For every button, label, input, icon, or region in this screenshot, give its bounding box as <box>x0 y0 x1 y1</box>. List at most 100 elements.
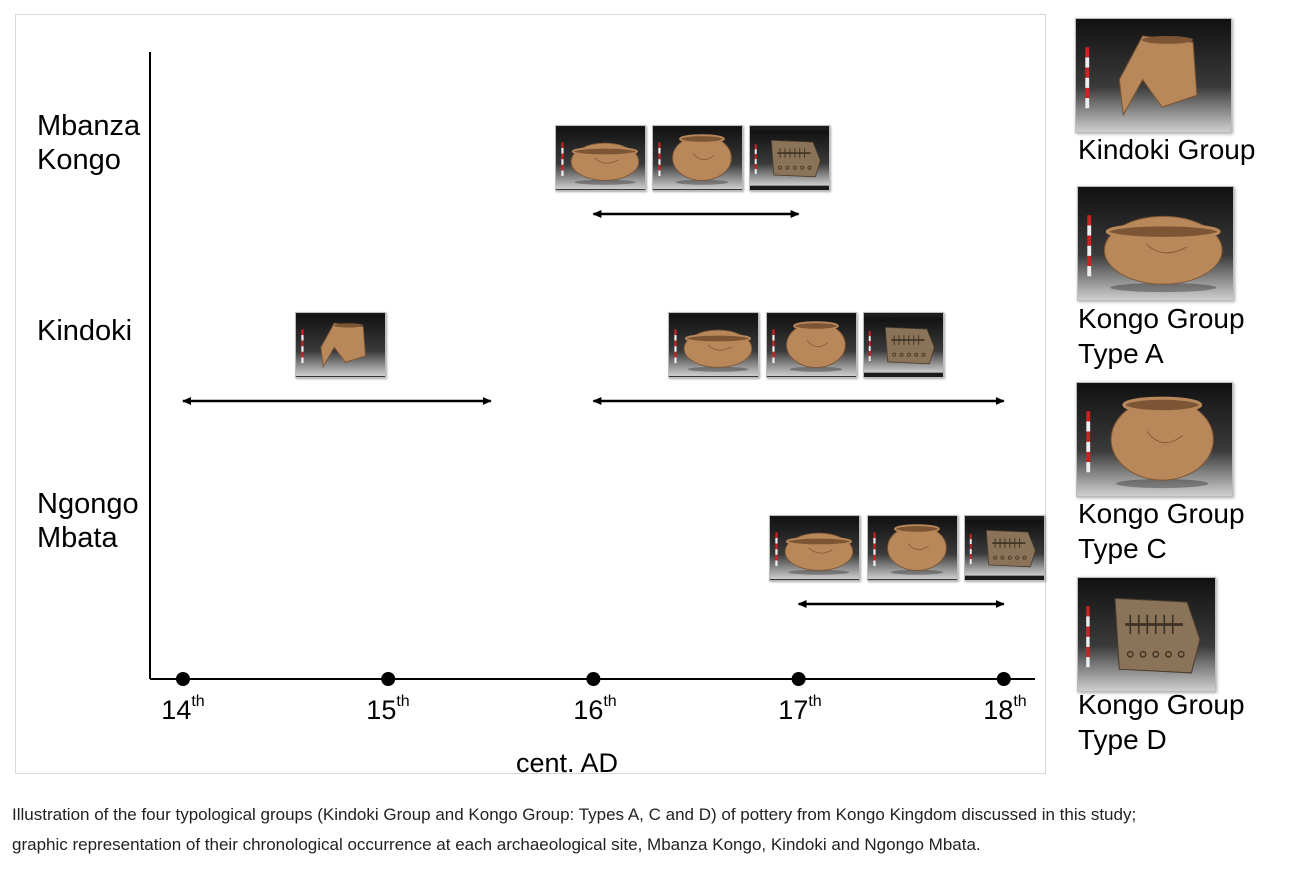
pot-shadow <box>574 179 636 185</box>
sherd-dot <box>778 165 783 170</box>
thumb-kongo-type-a <box>769 515 860 581</box>
pot-crack <box>1146 431 1183 443</box>
sherd-dot <box>785 165 790 170</box>
scale-bar-segment <box>775 532 778 539</box>
scale-bar-segment <box>1085 47 1090 58</box>
scale-bar-segment <box>772 357 775 364</box>
range-arrows <box>182 210 1005 608</box>
thumb-kongo-type-d <box>964 515 1045 581</box>
scale-bar-segment <box>561 153 564 160</box>
scale-bar-segment <box>561 148 564 154</box>
x-tick-dot-18th <box>996 672 1011 686</box>
scale-bar-segment <box>754 149 757 155</box>
sherd-dot <box>1165 650 1172 658</box>
sherd-dot <box>914 352 919 357</box>
axes <box>149 52 1035 686</box>
thumb-kongo-type-a <box>555 125 646 191</box>
pot-crack <box>907 543 929 551</box>
scale-bar-segment <box>772 351 775 358</box>
scale-bar-segment <box>969 539 972 545</box>
x-tick-dot-16th <box>586 672 601 686</box>
scale-bar-segment <box>868 336 871 342</box>
scale-bar-segment <box>775 560 778 567</box>
sherd-body <box>770 139 821 178</box>
legend-image-kongo-type-a <box>1077 186 1234 301</box>
scale-bar-segment <box>754 159 757 165</box>
scale-bar-segment <box>873 549 876 555</box>
scale-bar-segment <box>658 170 661 177</box>
scale-bar-segment <box>1086 411 1091 422</box>
x-tick-label-15th: 15th <box>366 693 410 725</box>
x-tick-label-18th: 18th <box>983 693 1027 725</box>
scale-bar-segment <box>561 159 564 165</box>
scale-bar-segment <box>674 340 677 347</box>
scale-bar-segment <box>873 543 876 550</box>
scale-bar-segment <box>969 559 972 565</box>
scale-bar-segment <box>873 560 876 567</box>
scale-bar-segment <box>969 554 972 560</box>
scale-bar-segment <box>1087 266 1092 277</box>
scale-bar-segment <box>1086 626 1090 637</box>
pot-rim <box>793 321 839 331</box>
scale-bar-segment <box>772 335 775 341</box>
pot-shadow <box>788 569 850 575</box>
figure-caption: Illustration of the four typological gro… <box>12 800 1282 860</box>
site-label-line2: Kongo <box>37 144 121 176</box>
scale-bar-segment <box>658 148 661 154</box>
scale-bar-segment <box>1086 616 1090 627</box>
caption-line2: graphic representation of their chronolo… <box>12 835 981 854</box>
site-label-line1: Mbanza <box>37 110 141 142</box>
scale-bar-segment <box>775 538 778 544</box>
scale-bar-segment <box>1086 451 1091 463</box>
pot-rim <box>1105 223 1221 240</box>
pot-rim <box>679 134 725 144</box>
x-tick-dot-15th <box>381 672 396 686</box>
sherd-dot <box>1152 650 1160 658</box>
thumb-kongo-type-c <box>867 515 958 581</box>
thumb-kongo-type-d <box>749 125 830 191</box>
thumb-kongo-type-c <box>652 125 743 191</box>
legend-label-line1: Kongo Group <box>1078 498 1245 529</box>
site-label-mbanza-kongo: Mbanza Kongo <box>37 109 140 177</box>
pot-rim <box>1141 35 1194 44</box>
pot-shadow <box>789 366 843 372</box>
pot-crack <box>806 340 828 348</box>
x-tick-label-17th: 17th <box>778 693 822 725</box>
figure-frame <box>15 14 1046 774</box>
scale-bar-segment <box>674 346 677 352</box>
pot-fragment-body <box>320 322 366 369</box>
scale-bar-segment <box>561 142 564 149</box>
scale-bar-segment <box>868 356 871 362</box>
scale-bar-segment <box>754 164 757 170</box>
scale-bar-segment <box>775 554 778 561</box>
pot-crack <box>594 157 619 164</box>
scale-bar-segment <box>772 346 775 352</box>
legend-image-kongo-type-d <box>1077 577 1216 692</box>
scale-bar-segment <box>1086 657 1090 668</box>
sherd-dot <box>800 165 805 170</box>
sherd-dot <box>1126 650 1134 658</box>
sherd-dot <box>1177 650 1185 658</box>
scale-bar-segment <box>873 554 876 561</box>
scale-bar-segment <box>754 144 757 150</box>
x-tick-dot-14th <box>176 672 190 686</box>
scale-bar-segment <box>658 153 661 160</box>
sherd-body <box>985 529 1036 568</box>
legend-label-line1: Kongo Group <box>1078 303 1245 334</box>
x-tick-label-14th: 14th <box>161 693 205 725</box>
sherd-body <box>884 326 935 365</box>
legend-label-kongo-type-d: Kongo Group Type D <box>1078 687 1245 757</box>
pot-rim <box>684 333 751 344</box>
pot-rim <box>571 146 638 157</box>
sherd-dot <box>892 352 897 357</box>
scale-bar-segment <box>1086 441 1091 452</box>
pot-crack <box>692 153 714 161</box>
pot-shadow <box>675 179 729 185</box>
scale-bar-segment <box>1087 235 1092 246</box>
scale-bar-segment <box>775 543 778 550</box>
pot-fragment-body <box>1118 35 1198 117</box>
sherd-dot <box>807 165 812 170</box>
legend-label-line2: Type C <box>1078 533 1167 564</box>
legend-image-kongo-type-c <box>1076 382 1233 497</box>
x-tick-label-16th: 16th <box>573 693 617 725</box>
